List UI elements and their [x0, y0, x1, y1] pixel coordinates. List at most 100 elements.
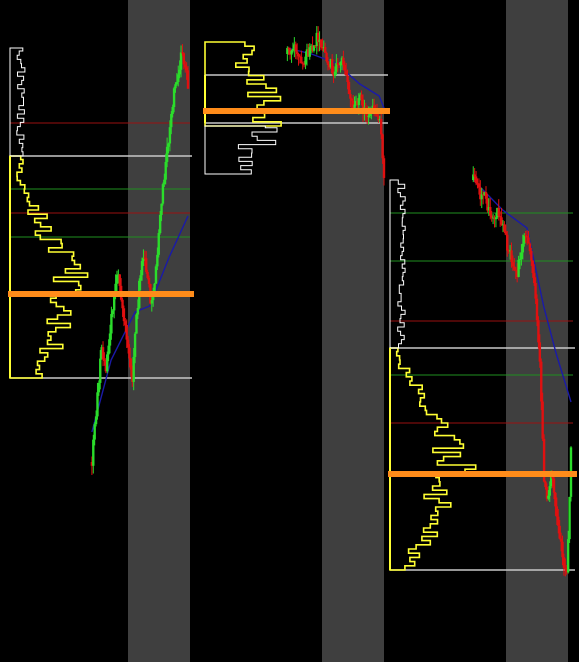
candle-body — [500, 217, 503, 225]
candle-2-10 — [298, 54, 302, 64]
candle-3-21 — [500, 207, 503, 226]
candle-body — [542, 438, 546, 482]
candle-2-29 — [325, 51, 328, 63]
candle-1-62 — [175, 73, 179, 86]
candle-1-47 — [154, 264, 158, 284]
candle-3-52 — [544, 480, 547, 490]
candle-1-31 — [132, 348, 135, 391]
candle-3-46 — [535, 294, 539, 327]
candle-body — [332, 73, 335, 76]
candle-3-22 — [501, 220, 505, 233]
candle-body — [171, 107, 174, 114]
candle-body — [323, 46, 327, 53]
poc-lines — [8, 108, 577, 477]
candle-body — [513, 266, 516, 270]
candle-body — [287, 48, 290, 50]
candle-body — [146, 271, 149, 278]
candle-body — [121, 299, 124, 309]
candle-3-15 — [491, 213, 495, 225]
candle-3-38 — [524, 231, 527, 243]
candle-body — [167, 143, 170, 147]
candle-3-14 — [490, 210, 493, 222]
candle-1-36 — [139, 269, 142, 291]
candle-body — [480, 194, 483, 200]
candle-body — [518, 258, 522, 260]
candle-body — [103, 359, 106, 362]
candle-body — [106, 354, 109, 372]
candle-body — [157, 233, 160, 255]
candle-body — [335, 62, 338, 72]
candle-1-8 — [100, 344, 103, 360]
candle-3-32 — [515, 263, 519, 283]
candle-2-5 — [291, 42, 295, 53]
candle-body — [491, 217, 495, 219]
candle-2-1 — [286, 46, 289, 62]
candle-body — [477, 183, 481, 188]
candle-body — [182, 53, 186, 65]
candle-body — [153, 283, 156, 292]
candle-body — [538, 342, 542, 362]
candle-body — [179, 52, 183, 70]
candle-body — [544, 481, 547, 488]
candle-body — [308, 47, 311, 57]
candle-3-5 — [477, 178, 481, 195]
candle-body — [300, 56, 303, 64]
candle-2-69 — [381, 133, 384, 164]
candle-3-36 — [521, 234, 525, 260]
candle-body — [96, 392, 99, 417]
candle-2-11 — [300, 50, 303, 64]
candle-body — [328, 65, 331, 68]
candle-body — [161, 184, 165, 204]
candle-2-20 — [312, 45, 316, 53]
candle-2-21 — [314, 45, 317, 48]
candle-body — [483, 192, 486, 196]
candle-3-58 — [552, 475, 556, 499]
candle-body — [295, 51, 299, 54]
candle-body — [566, 539, 570, 573]
candle-body — [175, 82, 179, 85]
candle-body — [378, 119, 381, 121]
candle-1-56 — [167, 142, 170, 154]
candle-1-49 — [157, 229, 160, 258]
candle-body — [561, 541, 564, 558]
candle-body — [525, 235, 529, 238]
candle-body — [351, 100, 355, 111]
candle-1-23 — [121, 297, 124, 317]
candle-body — [186, 70, 190, 89]
candle-body — [564, 567, 567, 569]
candle-body — [158, 214, 162, 234]
candle-body — [90, 462, 94, 466]
candle-2-34 — [332, 65, 335, 83]
candle-body — [511, 262, 515, 267]
candle-2-23 — [316, 26, 320, 52]
candle-3-69 — [568, 496, 571, 543]
candle-body — [472, 174, 475, 180]
candle-2-28 — [323, 42, 327, 54]
candle-1-64 — [178, 60, 181, 79]
candle-body — [322, 46, 325, 48]
candle-body — [291, 48, 295, 51]
candle-1-14 — [108, 324, 112, 354]
candle-2-12 — [301, 61, 304, 70]
candle-body — [126, 339, 130, 348]
candle-body — [140, 261, 144, 276]
candle-body — [479, 187, 482, 200]
candle-1-30 — [131, 365, 134, 387]
candle-body — [545, 487, 549, 499]
candle-body — [549, 473, 553, 487]
candle-body — [114, 283, 117, 297]
candle-3-42 — [530, 247, 533, 266]
candle-body — [530, 251, 533, 261]
candle-body — [118, 274, 121, 286]
candle-body — [115, 274, 119, 284]
candle-1-29 — [129, 357, 133, 377]
candle-3-7 — [480, 187, 483, 209]
candle-body — [347, 82, 351, 95]
candle-1-17 — [112, 292, 116, 319]
candle-body — [360, 94, 363, 100]
candle-3-39 — [525, 230, 529, 246]
candle-body — [344, 70, 348, 76]
candle-body — [547, 495, 550, 499]
session-shading — [128, 0, 568, 662]
candle-1-68 — [184, 61, 187, 73]
